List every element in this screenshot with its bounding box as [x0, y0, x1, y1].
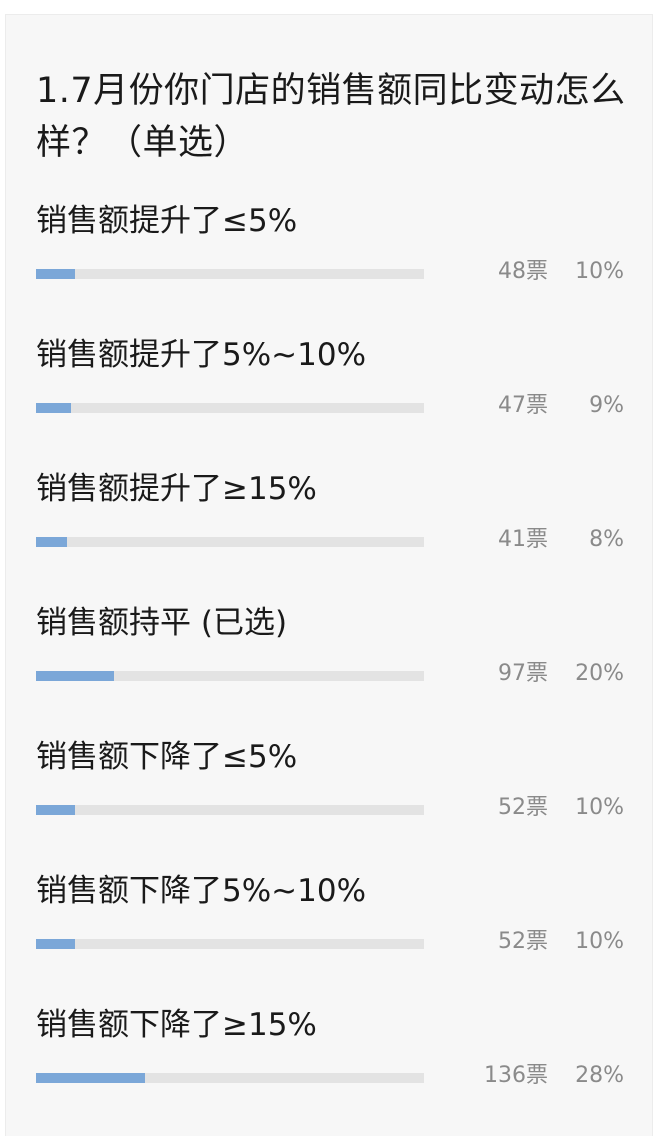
vote-count: 52票	[498, 795, 548, 820]
poll-option-1[interactable]: 销售额提升了≤5% 48票 10%	[6, 199, 654, 329]
vote-bar-fill	[36, 403, 71, 413]
vote-percent: 8%	[589, 527, 624, 552]
poll-question-title: 1.7月份你门店的销售额同比变动怎么样？（单选）	[36, 71, 626, 163]
vote-bar-track	[36, 403, 424, 413]
option-label: 销售额提升了≤5%	[36, 203, 298, 239]
vote-count: 136票	[484, 1063, 548, 1088]
vote-bar-track	[36, 939, 424, 949]
poll-option-4[interactable]: 销售额持平 (已选) 97票 20%	[6, 601, 654, 731]
vote-percent: 10%	[575, 795, 624, 820]
vote-bar-fill	[36, 805, 75, 815]
vote-percent: 10%	[575, 929, 624, 954]
option-label: 销售额持平 (已选)	[36, 605, 288, 641]
vote-percent: 20%	[575, 661, 624, 686]
vote-count: 47票	[498, 393, 548, 418]
vote-percent: 9%	[589, 393, 624, 418]
vote-count: 48票	[498, 259, 548, 284]
vote-bar-track	[36, 537, 424, 547]
vote-count: 41票	[498, 527, 548, 552]
vote-count: 52票	[498, 929, 548, 954]
poll-card: 1.7月份你门店的销售额同比变动怎么样？（单选） 销售额提升了≤5% 48票 1…	[5, 14, 653, 1136]
vote-count: 97票	[498, 661, 548, 686]
option-label: 销售额提升了5%~10%	[36, 337, 367, 373]
vote-bar-fill	[36, 1073, 145, 1083]
vote-bar-track	[36, 269, 424, 279]
poll-option-2[interactable]: 销售额提升了5%~10% 47票 9%	[6, 333, 654, 463]
vote-bar-track	[36, 805, 424, 815]
vote-bar-fill	[36, 939, 75, 949]
vote-bar-fill	[36, 537, 68, 547]
option-label: 销售额下降了≤5%	[36, 739, 298, 775]
vote-percent: 28%	[575, 1063, 624, 1088]
poll-option-5[interactable]: 销售额下降了≤5% 52票 10%	[6, 735, 654, 865]
poll-option-7[interactable]: 销售额下降了≥15% 136票 28%	[6, 1003, 654, 1133]
vote-percent: 10%	[575, 259, 624, 284]
vote-bar-track	[36, 671, 424, 681]
vote-bar-fill	[36, 671, 114, 681]
option-label: 销售额提升了≥15%	[36, 471, 317, 507]
option-label: 销售额下降了≥15%	[36, 1007, 317, 1043]
vote-bar-track	[36, 1073, 424, 1083]
poll-option-6[interactable]: 销售额下降了5%~10% 52票 10%	[6, 869, 654, 999]
option-label: 销售额下降了5%~10%	[36, 873, 367, 909]
poll-option-3[interactable]: 销售额提升了≥15% 41票 8%	[6, 467, 654, 597]
vote-bar-fill	[36, 269, 75, 279]
